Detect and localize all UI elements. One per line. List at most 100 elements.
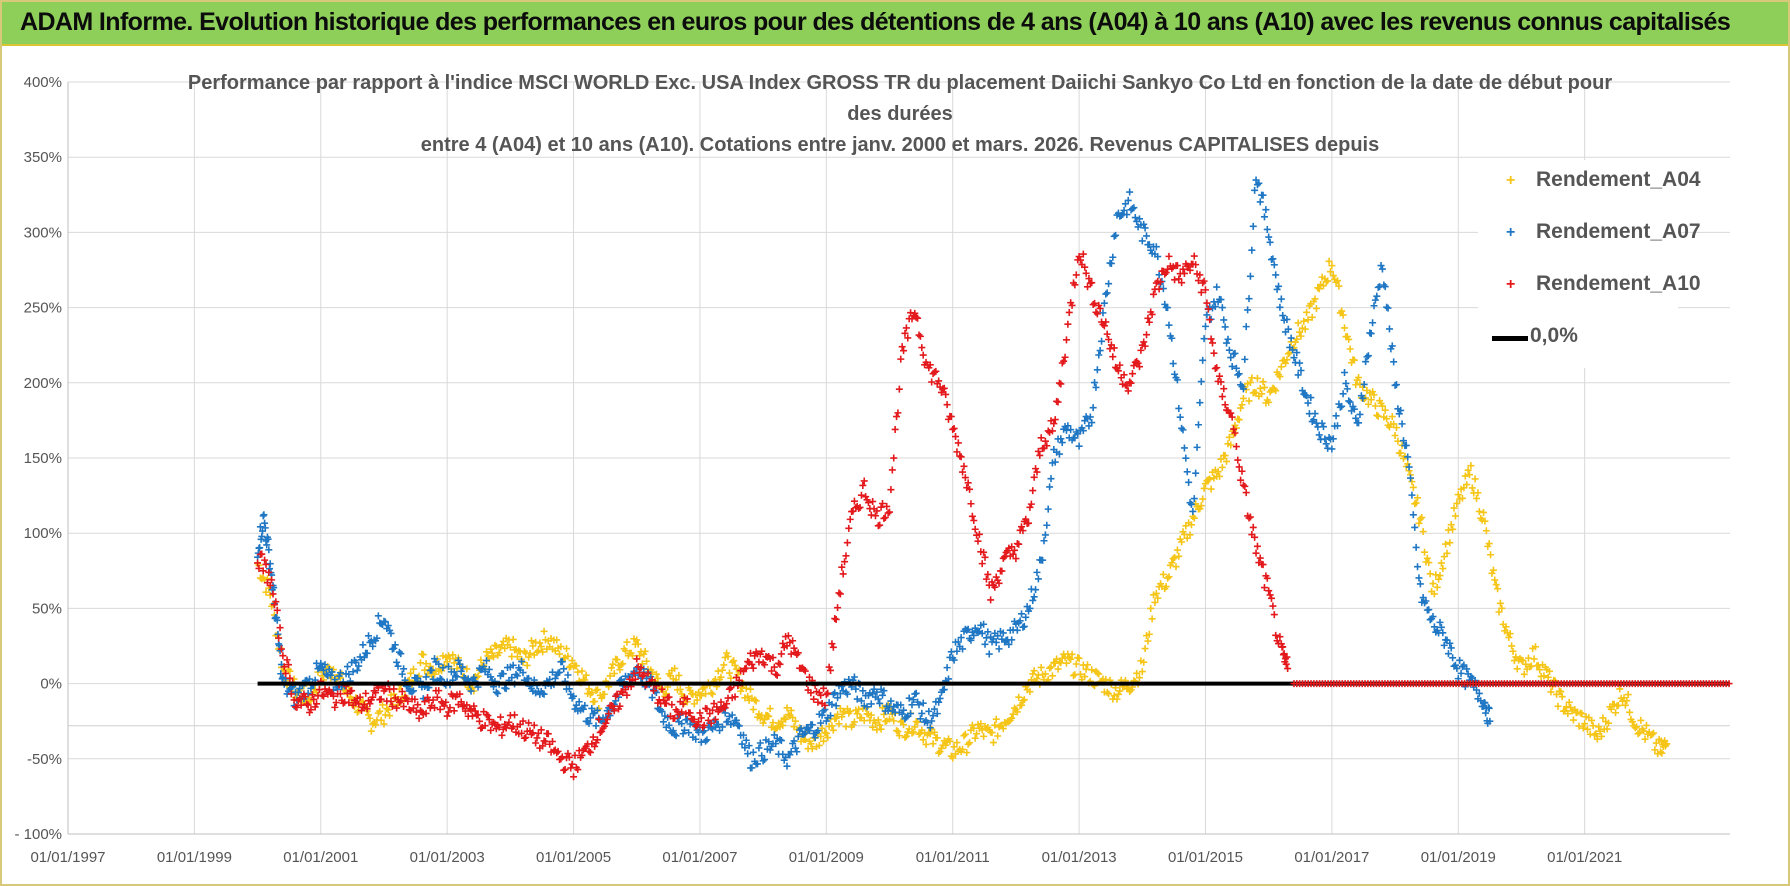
data-point-rendement-a04 <box>563 645 571 653</box>
data-point-rendement-a10 <box>904 334 912 342</box>
data-point-rendement-a10 <box>901 329 909 337</box>
data-point-rendement-a10 <box>537 726 545 734</box>
data-point-rendement-a07 <box>508 674 516 682</box>
data-point-rendement-a04 <box>572 662 580 670</box>
data-point-rendement-a07 <box>758 752 766 760</box>
data-point-rendement-a10 <box>932 367 940 375</box>
data-point-rendement-a10 <box>320 692 328 700</box>
data-point-rendement-a07 <box>1290 354 1298 362</box>
data-point-rendement-a04 <box>834 710 842 718</box>
data-point-rendement-a07 <box>1033 568 1041 576</box>
data-point-rendement-a10 <box>683 695 691 703</box>
data-point-rendement-a10 <box>1251 533 1259 541</box>
data-point-rendement-a10 <box>967 500 975 508</box>
data-point-rendement-a10 <box>843 539 851 547</box>
data-point-rendement-a07 <box>1304 399 1312 407</box>
data-point-rendement-a04 <box>613 656 621 664</box>
data-point-rendement-a07 <box>887 697 895 705</box>
data-point-rendement-a07 <box>936 694 944 702</box>
data-point-rendement-a07 <box>857 697 865 705</box>
data-point-rendement-a10 <box>697 714 705 722</box>
data-point-rendement-a04 <box>874 716 882 724</box>
data-point-rendement-a10 <box>824 689 832 697</box>
data-point-rendement-a10 <box>395 698 403 706</box>
data-point-rendement-a10 <box>1124 387 1132 395</box>
data-point-rendement-a04 <box>822 729 830 737</box>
data-point-rendement-a10 <box>1121 381 1129 389</box>
data-point-rendement-a04 <box>960 732 968 740</box>
data-point-rendement-a07 <box>916 715 924 723</box>
data-point-rendement-a07 <box>1152 243 1160 251</box>
data-point-rendement-a07 <box>345 670 353 678</box>
data-point-rendement-a10 <box>835 589 843 597</box>
data-point-rendement-a04 <box>416 659 424 667</box>
data-point-rendement-a10 <box>554 747 562 755</box>
data-point-rendement-a04 <box>1294 319 1302 327</box>
data-point-rendement-a07 <box>954 638 962 646</box>
data-point-rendement-a04 <box>1496 599 1504 607</box>
data-point-rendement-a10 <box>388 702 396 710</box>
data-point-rendement-a10 <box>1196 271 1204 279</box>
data-point-rendement-a04 <box>1253 374 1261 382</box>
y-tick-label: 100% <box>24 525 62 542</box>
data-point-rendement-a04 <box>629 652 637 660</box>
data-point-rendement-a07 <box>365 632 373 640</box>
data-point-rendement-a04 <box>999 725 1007 733</box>
data-point-rendement-a07 <box>716 726 724 734</box>
data-point-rendement-a07 <box>1287 334 1295 342</box>
data-point-rendement-a04 <box>895 732 903 740</box>
y-tick-label: -50% <box>27 751 62 768</box>
data-point-rendement-a07 <box>273 616 281 624</box>
data-point-rendement-a07 <box>759 757 767 765</box>
data-point-rendement-a04 <box>1301 325 1309 333</box>
data-point-rendement-a07 <box>741 744 749 752</box>
data-point-rendement-a04 <box>1339 311 1347 319</box>
data-point-rendement-a07 <box>394 662 402 670</box>
data-point-rendement-a07 <box>1154 253 1162 261</box>
data-point-rendement-a07 <box>263 541 271 549</box>
data-point-rendement-a10 <box>744 658 752 666</box>
data-point-rendement-a04 <box>1055 658 1063 666</box>
data-point-rendement-a10 <box>1109 353 1117 361</box>
data-point-rendement-a07 <box>1029 596 1037 604</box>
data-point-rendement-a04 <box>1458 494 1466 502</box>
data-point-rendement-a10 <box>466 705 474 713</box>
data-point-rendement-a07 <box>1390 358 1398 366</box>
data-point-rendement-a07 <box>1193 443 1201 451</box>
data-point-rendement-a07 <box>907 710 915 718</box>
data-point-rendement-a10 <box>1171 276 1179 284</box>
data-point-rendement-a07 <box>1451 661 1459 669</box>
data-point-rendement-a07 <box>1384 304 1392 312</box>
data-point-rendement-a04 <box>686 686 694 694</box>
data-point-rendement-a07 <box>1171 370 1179 378</box>
data-point-rendement-a10 <box>838 563 846 571</box>
data-point-rendement-a04 <box>513 653 521 661</box>
data-point-rendement-a07 <box>1005 640 1013 648</box>
data-point-rendement-a10 <box>1141 342 1149 350</box>
x-tick-label: 01/01/2017 <box>1294 849 1369 866</box>
data-point-rendement-a07 <box>1213 283 1221 291</box>
data-point-rendement-a07 <box>1256 198 1264 206</box>
data-point-rendement-a10 <box>435 687 443 695</box>
data-point-rendement-a07 <box>1013 626 1021 634</box>
data-point-rendement-a07 <box>1074 430 1082 438</box>
data-point-rendement-a10 <box>902 324 910 332</box>
data-point-rendement-a07 <box>745 742 753 750</box>
data-point-rendement-a07 <box>256 523 264 531</box>
data-point-rendement-a10 <box>1245 514 1253 522</box>
data-point-rendement-a10 <box>768 667 776 675</box>
data-point-rendement-a07 <box>502 685 510 693</box>
data-point-rendement-a07 <box>994 632 1002 640</box>
data-point-rendement-a04 <box>592 686 600 694</box>
data-point-rendement-a04 <box>1446 539 1454 547</box>
data-point-rendement-a10 <box>1206 316 1214 324</box>
data-point-rendement-a10 <box>880 514 888 522</box>
data-point-rendement-a04 <box>766 705 774 713</box>
data-point-rendement-a07 <box>1018 610 1026 618</box>
data-point-rendement-a04 <box>1293 335 1301 343</box>
data-point-rendement-a04 <box>980 732 988 740</box>
data-point-rendement-a10 <box>914 314 922 322</box>
data-point-rendement-a04 <box>1114 690 1122 698</box>
data-point-rendement-a04 <box>936 748 944 756</box>
data-point-rendement-a07 <box>1131 214 1139 222</box>
